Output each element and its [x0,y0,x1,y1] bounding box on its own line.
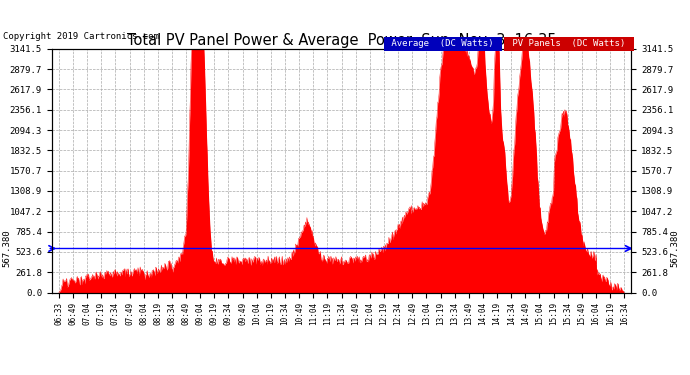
Title: Total PV Panel Power & Average  Power  Sun  Nov  3  16:35: Total PV Panel Power & Average Power Sun… [127,33,556,48]
Text: PV Panels  (DC Watts): PV Panels (DC Watts) [507,39,631,48]
Text: 567.380: 567.380 [670,230,680,267]
Text: 567.380: 567.380 [2,230,11,267]
Text: Copyright 2019 Cartronics.com: Copyright 2019 Cartronics.com [3,32,159,41]
Text: Average  (DC Watts): Average (DC Watts) [386,39,500,48]
